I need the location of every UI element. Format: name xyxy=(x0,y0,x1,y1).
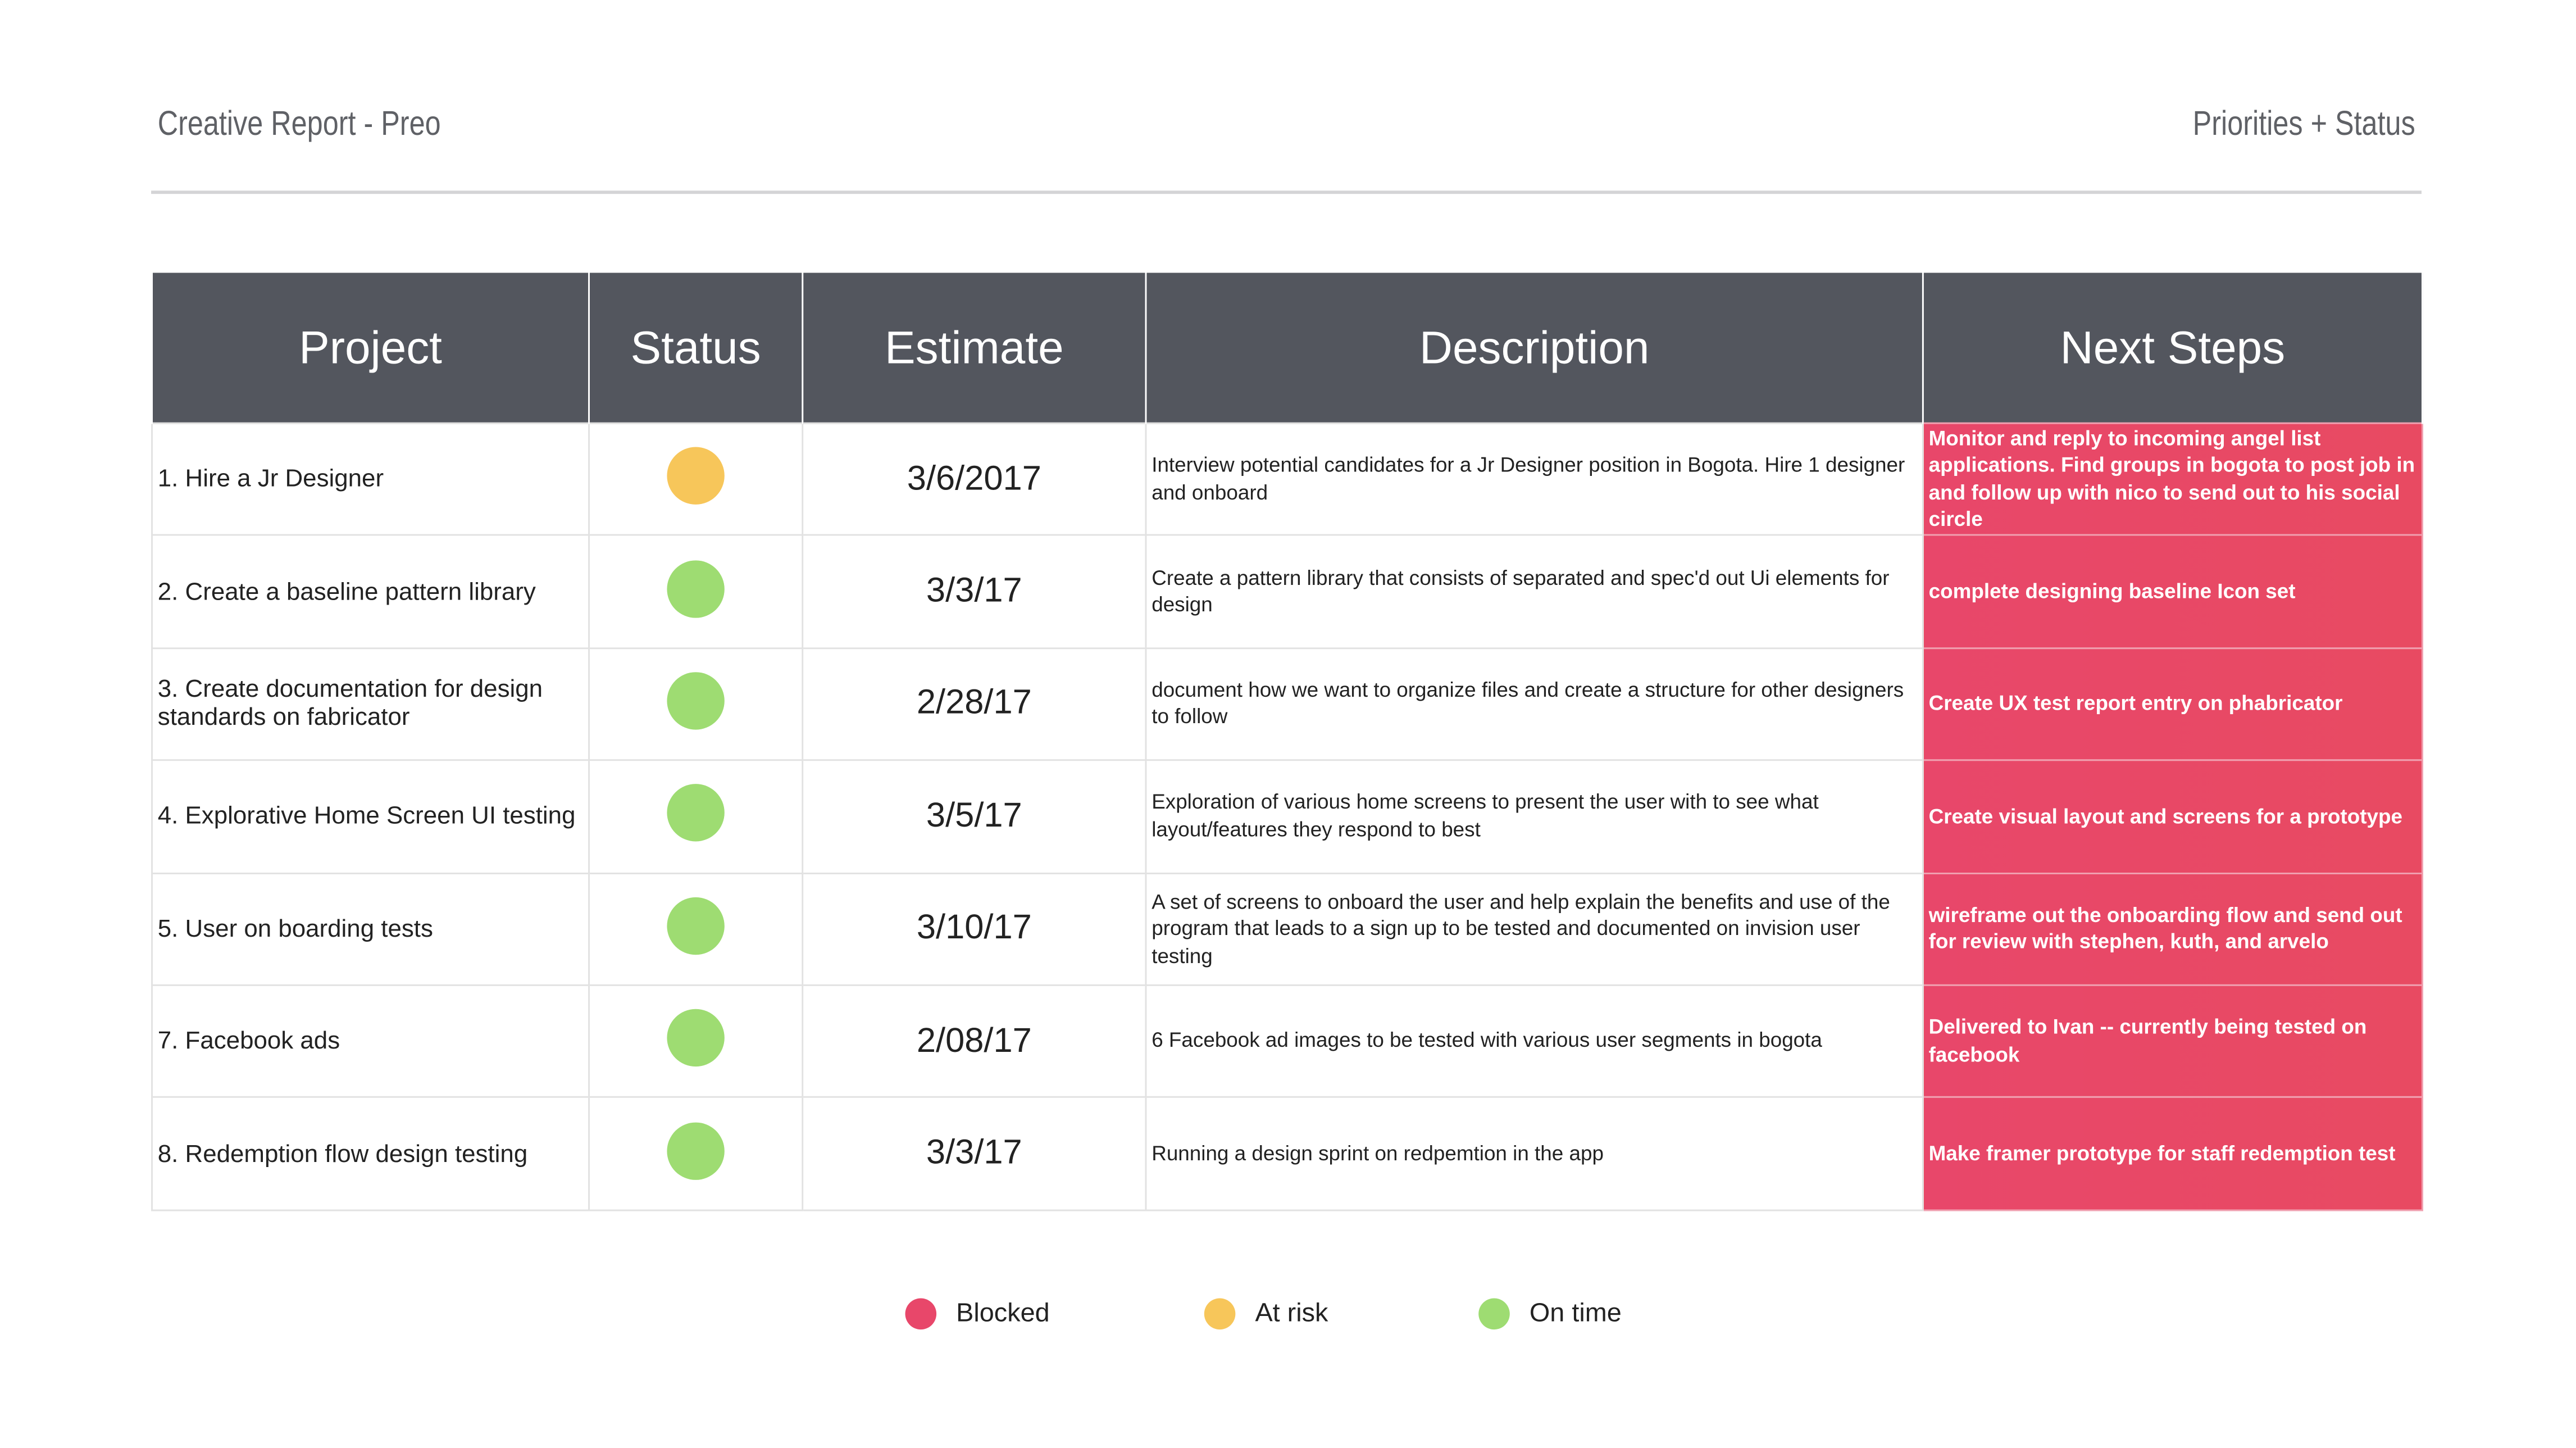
table-row: 5. User on boarding tests 3/10/17 A set of… xyxy=(151,871,2423,986)
status-cell xyxy=(588,534,804,649)
project-cell: 2. Create a baseline pattern library xyxy=(151,534,590,649)
table-body: 1. Hire a Jr Designer 3/6/2017 Interview p… xyxy=(151,422,2423,1211)
legend-item: Blocked xyxy=(905,1298,1050,1330)
status-cell xyxy=(588,871,804,986)
estimate-cell: 3/6/2017 xyxy=(802,422,1147,537)
estimate-cell: 2/28/17 xyxy=(802,647,1147,761)
table-row: 7. Facebook ads 2/08/17 6 Facebook ad imag… xyxy=(151,984,2423,1099)
status-dot xyxy=(667,672,725,730)
legend-dot xyxy=(905,1298,937,1330)
legend-dot xyxy=(1478,1298,1510,1330)
status-table: Project Status Estimate Description Next Ste… xyxy=(151,273,2423,1211)
next-steps-cell: Make framer prototype for staff redempti… xyxy=(1922,1096,2423,1211)
estimate-cell: 3/10/17 xyxy=(802,871,1147,986)
status-dot xyxy=(667,784,725,842)
project-cell: 1. Hire a Jr Designer xyxy=(151,422,590,537)
next-steps-cell: wireframe out the onboarding flow and se… xyxy=(1922,871,2423,986)
project-cell: 3. Create documentation for design stand… xyxy=(151,647,590,761)
report-subtitle: Priorities + Status xyxy=(2192,105,2415,143)
project-cell: 7. Facebook ads xyxy=(151,984,590,1099)
table-row: 1. Hire a Jr Designer 3/6/2017 Interview p… xyxy=(151,422,2423,537)
divider xyxy=(151,190,2422,194)
estimate-cell: 3/3/17 xyxy=(802,534,1147,649)
description-cell: A set of screens to onboard the user and… xyxy=(1145,871,1924,986)
status-cell xyxy=(588,422,804,537)
legend-item: On time xyxy=(1478,1298,1622,1330)
legend: Blocked At risk On time xyxy=(0,1298,2576,1348)
estimate-cell: 2/08/17 xyxy=(802,984,1147,1099)
legend-label: At risk xyxy=(1255,1299,1328,1327)
legend-label: Blocked xyxy=(956,1299,1050,1327)
status-cell xyxy=(588,647,804,761)
report-title: Creative Report - Preo xyxy=(157,105,441,143)
header-row: Project Status Estimate Description Next Ste… xyxy=(151,273,2423,424)
status-dot xyxy=(667,1122,725,1179)
status-dot xyxy=(667,897,725,955)
next-steps-cell: Create visual layout and screens for a p… xyxy=(1922,759,2423,874)
legend-item: At risk xyxy=(1204,1298,1328,1330)
description-cell: Create a pattern library that consists o… xyxy=(1145,534,1924,649)
column-header: Description xyxy=(1145,273,1924,424)
column-header: Next Steps xyxy=(1922,273,2423,424)
table-row: 2. Create a baseline pattern library 3/3/… xyxy=(151,534,2423,649)
project-cell: 4. Explorative Home Screen UI testing xyxy=(151,759,590,874)
estimate-cell: 3/3/17 xyxy=(802,1096,1147,1211)
next-steps-cell: Create UX test report entry on phabricat… xyxy=(1922,647,2423,761)
description-cell: 6 Facebook ad images to be tested with v… xyxy=(1145,984,1924,1099)
estimate-cell: 3/5/17 xyxy=(802,759,1147,874)
column-header: Status xyxy=(588,273,804,424)
description-cell: Running a design sprint on redpemtion in… xyxy=(1145,1096,1924,1211)
description-cell: Exploration of various home screens to p… xyxy=(1145,759,1924,874)
status-dot xyxy=(667,1009,725,1067)
status-cell xyxy=(588,984,804,1099)
table-row: 3. Create documentation for design stand… xyxy=(151,647,2423,761)
legend-dot xyxy=(1204,1298,1236,1330)
next-steps-cell: Delivered to Ivan -- currently being tes… xyxy=(1922,984,2423,1099)
table-row: 8. Redemption flow design testing 3/3/17 R… xyxy=(151,1096,2423,1211)
project-cell: 5. User on boarding tests xyxy=(151,871,590,986)
status-dot xyxy=(667,447,725,505)
status-dot xyxy=(667,560,725,618)
status-cell xyxy=(588,1096,804,1211)
legend-label: On time xyxy=(1529,1299,1622,1327)
description-cell: Interview potential candidates for a Jr … xyxy=(1145,422,1924,537)
column-header: Project xyxy=(151,273,590,424)
description-cell: document how we want to organize files a… xyxy=(1145,647,1924,761)
column-header: Estimate xyxy=(802,273,1147,424)
next-steps-cell: Monitor and reply to incoming angel list… xyxy=(1922,422,2423,537)
status-cell xyxy=(588,759,804,874)
table-row: 4. Explorative Home Screen UI testing 3/5… xyxy=(151,759,2423,874)
project-cell: 8. Redemption flow design testing xyxy=(151,1096,590,1211)
next-steps-cell: complete designing baseline Icon set xyxy=(1922,534,2423,649)
